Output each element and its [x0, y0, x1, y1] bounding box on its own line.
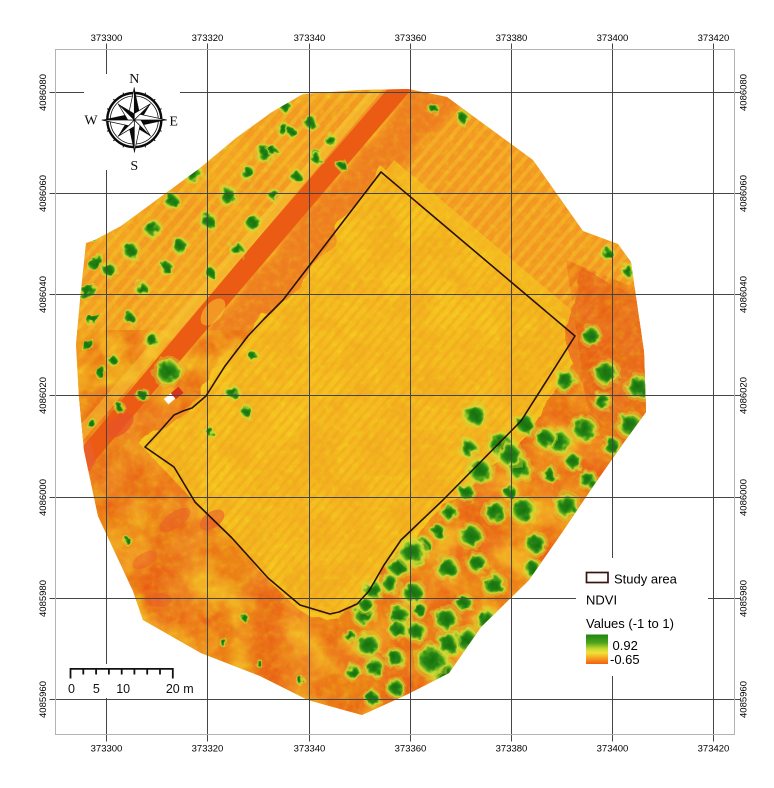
- svg-text:4085980: 4085980: [38, 580, 49, 617]
- svg-text:373360: 373360: [395, 33, 427, 44]
- svg-text:E: E: [169, 115, 178, 130]
- svg-text:0: 0: [68, 682, 75, 696]
- svg-text:373380: 373380: [496, 33, 528, 44]
- svg-text:0.92: 0.92: [613, 638, 638, 653]
- svg-text:373380: 373380: [496, 744, 528, 755]
- svg-text:373340: 373340: [294, 744, 326, 755]
- svg-text:S: S: [130, 159, 138, 174]
- svg-text:5: 5: [93, 682, 100, 696]
- svg-text:NDVI: NDVI: [586, 593, 617, 608]
- svg-text:373300: 373300: [91, 744, 123, 755]
- svg-text:Study area: Study area: [614, 572, 678, 587]
- svg-text:4086000: 4086000: [739, 479, 750, 516]
- svg-text:m: m: [183, 682, 193, 696]
- svg-text:373320: 373320: [192, 33, 224, 44]
- svg-text:373320: 373320: [192, 744, 224, 755]
- svg-text:4086080: 4086080: [739, 74, 750, 111]
- svg-text:4086040: 4086040: [739, 276, 750, 313]
- svg-text:W: W: [84, 114, 98, 129]
- svg-text:4085980: 4085980: [739, 580, 750, 617]
- svg-text:N: N: [129, 72, 139, 87]
- svg-text:20: 20: [166, 682, 180, 696]
- svg-text:Values (-1 to 1): Values (-1 to 1): [586, 616, 674, 631]
- svg-text:373340: 373340: [294, 33, 326, 44]
- svg-text:4086060: 4086060: [739, 175, 750, 212]
- svg-text:373400: 373400: [597, 33, 629, 44]
- svg-text:4085960: 4085960: [739, 681, 750, 718]
- svg-text:4086060: 4086060: [38, 175, 49, 212]
- svg-text:4086020: 4086020: [38, 377, 49, 414]
- svg-text:4086020: 4086020: [739, 377, 750, 414]
- svg-text:4086080: 4086080: [38, 74, 49, 111]
- svg-text:373420: 373420: [698, 744, 730, 755]
- svg-text:373420: 373420: [698, 33, 730, 44]
- svg-text:10: 10: [116, 682, 130, 696]
- svg-text:373300: 373300: [91, 33, 123, 44]
- svg-text:4086040: 4086040: [38, 276, 49, 313]
- svg-text:4086000: 4086000: [38, 479, 49, 516]
- svg-text:-0.65: -0.65: [610, 652, 640, 667]
- svg-text:373400: 373400: [597, 744, 629, 755]
- svg-text:4085960: 4085960: [38, 681, 49, 718]
- svg-text:373360: 373360: [395, 744, 427, 755]
